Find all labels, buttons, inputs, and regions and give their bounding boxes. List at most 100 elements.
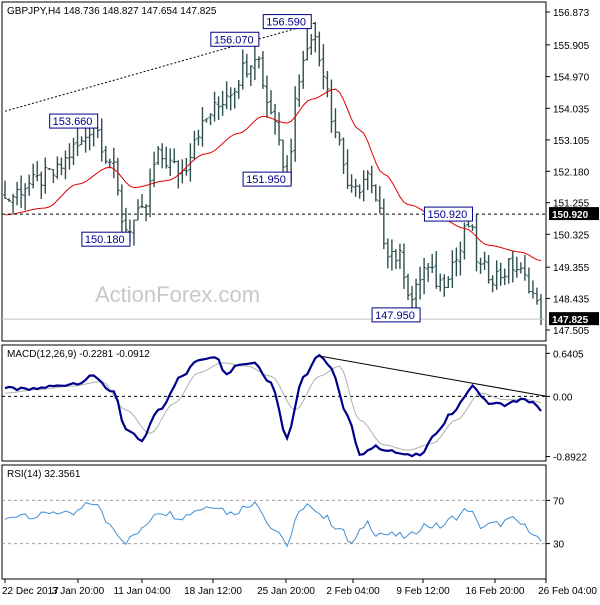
y-tick-label: 156.873 — [553, 8, 590, 19]
price-annotation-label: 156.590 — [266, 17, 306, 29]
y-tick-label: 153.105 — [553, 136, 590, 147]
y-tick-label: 0.00 — [553, 392, 573, 403]
price-bar — [268, 90, 273, 115]
y-tick-label: 0.6405 — [553, 349, 584, 360]
price-bar — [422, 257, 427, 295]
price-bar — [349, 174, 354, 193]
price-bar — [216, 96, 221, 121]
price-bar — [99, 118, 104, 162]
price-tag-bg — [549, 207, 599, 221]
price-bar — [526, 267, 531, 294]
price-bar — [514, 256, 519, 278]
price-plot: 156.590 156.070 153.660 151.950 150.180 150.9… — [2, 14, 546, 326]
price-bar — [385, 238, 390, 269]
price-bar — [393, 249, 398, 269]
y-tick-label: 147.505 — [553, 326, 590, 337]
price-bar — [490, 275, 495, 293]
price-bar — [438, 273, 443, 292]
price-bar — [148, 168, 153, 218]
x-tick-label: 22 Dec 2017 — [2, 586, 59, 597]
price-bar — [47, 168, 52, 171]
price-bar — [470, 224, 475, 232]
x-tick-label: 16 Feb 20:00 — [466, 586, 525, 597]
price-annotation-box — [423, 206, 473, 222]
y-tick-label: 154.970 — [553, 73, 590, 84]
price-annotation: 147.950 — [371, 307, 421, 323]
price-bar — [502, 268, 507, 285]
price-bar — [63, 150, 68, 180]
axes: 156.873 155.905 154.970 154.035 153.105 152.1… — [2, 8, 599, 597]
price-bar — [212, 91, 217, 122]
price-bar — [115, 157, 120, 196]
price-bar — [131, 219, 136, 246]
price-bar — [442, 274, 447, 297]
price-bar — [144, 204, 149, 222]
price-bar — [365, 170, 370, 191]
price-bar — [83, 125, 88, 153]
price-bar — [357, 184, 362, 199]
price-bar — [43, 157, 48, 194]
resistance-trend-line — [4, 22, 316, 112]
price-bar — [506, 258, 511, 284]
price-bar — [264, 75, 269, 118]
price-bar — [397, 243, 402, 269]
price-bar — [95, 126, 100, 139]
price-bar — [381, 198, 386, 250]
price-bar — [59, 157, 64, 176]
price-bar — [494, 260, 499, 290]
y-tick-label: 150.325 — [553, 230, 590, 241]
y-tick-label: 70 — [553, 496, 565, 507]
price-bar — [277, 112, 282, 146]
price-bar — [31, 163, 36, 189]
price-bar — [119, 184, 124, 237]
price-bar — [192, 130, 197, 161]
x-tick-label: 26 Feb 04:00 — [538, 586, 597, 597]
price-bar — [510, 250, 515, 283]
price-bar — [204, 118, 209, 123]
price-annotation-box — [242, 171, 292, 187]
price-bar — [39, 171, 44, 199]
price-bar — [281, 139, 286, 177]
macd-trend-line — [319, 355, 548, 397]
price-bar — [208, 113, 213, 126]
price-bar — [518, 262, 523, 274]
price-bar — [19, 175, 24, 209]
price-bar — [522, 255, 527, 281]
macd-panel-frame — [1, 344, 547, 462]
price-bar — [156, 145, 161, 165]
price-annotation-label: 150.180 — [85, 234, 125, 246]
price-bar — [27, 174, 32, 196]
price-bar — [309, 34, 314, 55]
price-bar — [11, 193, 16, 214]
price-bar — [236, 80, 241, 99]
price-annotation: 156.590 — [262, 14, 312, 30]
price-annotation: 150.180 — [81, 231, 131, 247]
price-bar — [373, 184, 378, 202]
price-bar — [389, 239, 394, 271]
price-bar — [377, 186, 382, 214]
price-annotation: 153.660 — [49, 113, 99, 129]
price-annotation: 151.950 — [242, 171, 292, 187]
y-tick-label: 149.355 — [553, 263, 590, 274]
price-annotation-box — [262, 14, 312, 30]
price-bar — [168, 148, 173, 177]
price-annotation-label: 151.950 — [246, 174, 286, 186]
y-tick-label: 155.905 — [553, 41, 590, 52]
watermark: ActionForex.com — [95, 282, 260, 307]
price-bar — [244, 53, 249, 78]
price-bar — [337, 131, 342, 146]
macd-panel-title: MACD(12,26,9) -0.2281 -0.0912 — [7, 349, 150, 360]
macd-plot — [2, 353, 548, 458]
price-annotation-label: 153.660 — [53, 116, 93, 128]
price-bar — [224, 81, 229, 110]
price-bar — [7, 198, 12, 202]
price-bar — [297, 74, 302, 108]
x-tick-label: 3 Jan 20:00 — [52, 586, 105, 597]
x-tick-label: 11 Jan 04:00 — [113, 586, 171, 597]
price-tag-bg — [549, 312, 599, 326]
price-bar — [228, 87, 233, 111]
price-bar — [232, 87, 237, 109]
price-bar — [478, 257, 483, 274]
price-bar — [35, 161, 40, 182]
